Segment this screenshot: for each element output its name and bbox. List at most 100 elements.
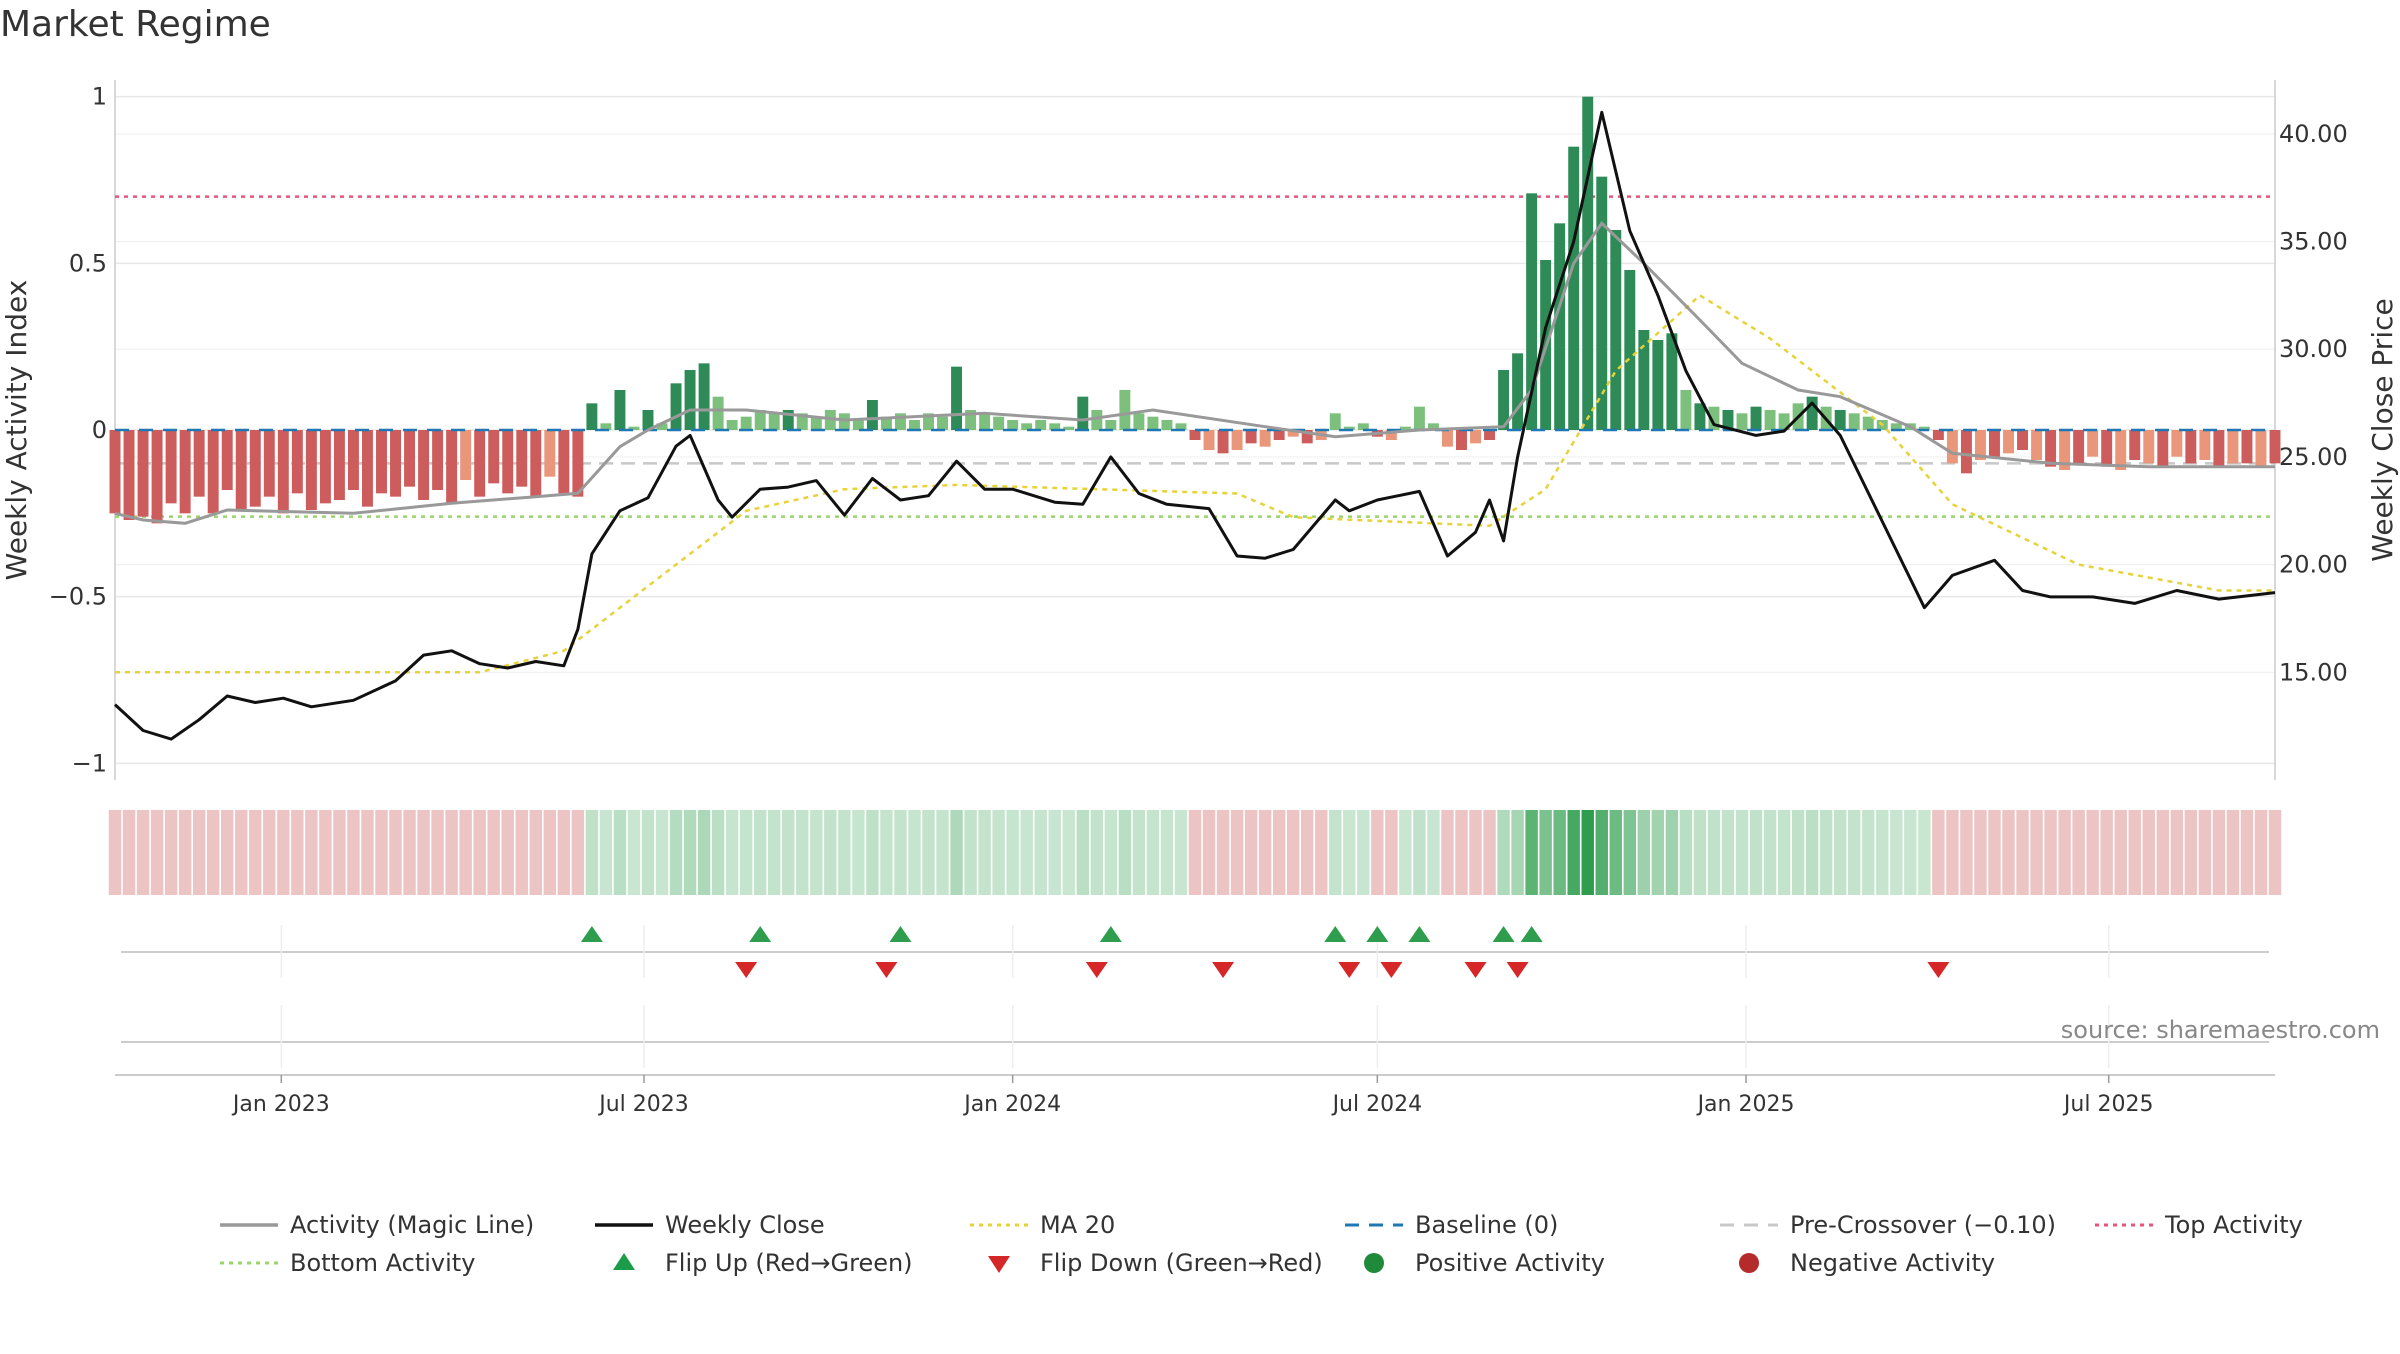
heat-cell [796, 810, 809, 895]
activity-bar [1989, 430, 2000, 457]
heat-cell [1735, 810, 1749, 895]
heat-cell [1146, 810, 1160, 895]
heat-cell [2240, 810, 2254, 895]
heat-cell [894, 810, 907, 895]
y-left-tick-label: −1 [72, 749, 107, 777]
activity-bar [993, 416, 1005, 430]
activity-bar [1399, 426, 1411, 430]
activity-bar [782, 410, 794, 430]
heat-cell [2114, 810, 2127, 895]
activity-bar [361, 430, 373, 507]
activity-bar [2199, 430, 2211, 460]
activity-bar [726, 420, 738, 430]
heat-cell [1567, 810, 1580, 895]
heat-cell [235, 810, 248, 895]
heat-cell [1132, 810, 1146, 895]
y-left-tick-label: 0 [92, 416, 107, 444]
heat-cell [1076, 810, 1090, 895]
activity-bar [1736, 413, 1748, 430]
legend-item: Activity (Magic Line) [220, 1211, 534, 1239]
x-tick-label: Jul 2025 [2062, 1092, 2154, 1117]
heat-cell [2086, 810, 2099, 895]
heat-cell [711, 810, 725, 895]
activity-bar [1960, 430, 1972, 474]
heat-cell [361, 810, 374, 895]
activity-bar [291, 430, 303, 494]
activity-bar [1413, 406, 1425, 430]
heat-cell [1230, 810, 1244, 895]
activity-bar [221, 430, 233, 490]
signal-panel [121, 925, 2269, 1068]
flip-up-marker [1324, 926, 1347, 942]
heat-cell [908, 810, 921, 895]
legend-label: Flip Up (Red→Green) [665, 1249, 913, 1277]
activity-bar [1175, 423, 1187, 430]
activity-bar [432, 430, 444, 490]
activity-bar [1161, 420, 1173, 430]
activity-bar [810, 416, 822, 430]
activity-bar [474, 430, 486, 497]
activity-bar [1750, 406, 1762, 430]
activity-bar [1946, 430, 1958, 464]
legend-item: Flip Up (Red→Green) [613, 1249, 913, 1277]
heat-cell [459, 810, 472, 895]
activity-bar [1708, 406, 1720, 430]
activity-bar [2073, 430, 2085, 464]
activity-bar [1427, 423, 1439, 430]
flip-down-marker [1506, 962, 1529, 978]
heat-cell [1441, 810, 1454, 895]
heat-cell [1315, 810, 1328, 895]
heat-cell [1932, 810, 1945, 895]
heat-cell [1216, 810, 1230, 895]
heat-cell [824, 810, 837, 895]
heat-cell [192, 810, 206, 895]
activity-bar [1806, 396, 1818, 430]
heat-cell [627, 810, 641, 895]
activity-bar [1722, 410, 1734, 430]
heat-cell [529, 810, 542, 895]
heat-cell [922, 810, 935, 895]
activity-bar [684, 370, 696, 430]
heat-cell [1357, 810, 1370, 895]
activity-bar [852, 420, 864, 430]
activity-bar [404, 430, 416, 487]
activity-bar [1343, 426, 1355, 430]
flip-up-marker [1099, 926, 1122, 942]
heat-cell [739, 810, 753, 895]
heat-cell [319, 810, 332, 895]
activity-bar [1778, 413, 1790, 430]
heat-cell [1202, 810, 1216, 895]
y-left-tick-label: −0.5 [49, 583, 107, 611]
heat-cell [1048, 810, 1061, 895]
heat-cell [178, 810, 192, 895]
activity-bar [866, 400, 878, 430]
y-right-axis-label: Weekly Close Price [2366, 298, 2399, 561]
activity-bar [179, 430, 191, 514]
heat-cell [543, 810, 557, 895]
activity-bar [2045, 430, 2057, 467]
legend-label: Negative Activity [1790, 1249, 1995, 1277]
legend-label: Top Activity [2164, 1211, 2303, 1239]
activity-bar [937, 416, 949, 430]
weekly-close-line [113, 110, 2276, 741]
activity-bar [1119, 390, 1131, 430]
activity-bar [1974, 430, 1986, 460]
heat-cell [1960, 810, 1973, 895]
activity-bars [109, 96, 2281, 524]
activity-bar [586, 403, 598, 430]
activity-bar [1203, 430, 1215, 450]
heat-cell [1020, 810, 1033, 895]
activity-bar [516, 430, 528, 487]
activity-bar [1582, 96, 1594, 431]
heat-cell [1343, 810, 1356, 895]
heat-cell [1329, 810, 1342, 895]
flip-down-marker [1212, 962, 1235, 978]
flip-up-marker [889, 926, 912, 942]
activity-bar [642, 410, 654, 430]
legend-item: Positive Activity [1364, 1249, 1605, 1277]
heat-cell [1553, 810, 1566, 895]
heat-cell [1721, 810, 1735, 895]
activity-bar [754, 410, 766, 430]
activity-bar [2227, 430, 2239, 464]
